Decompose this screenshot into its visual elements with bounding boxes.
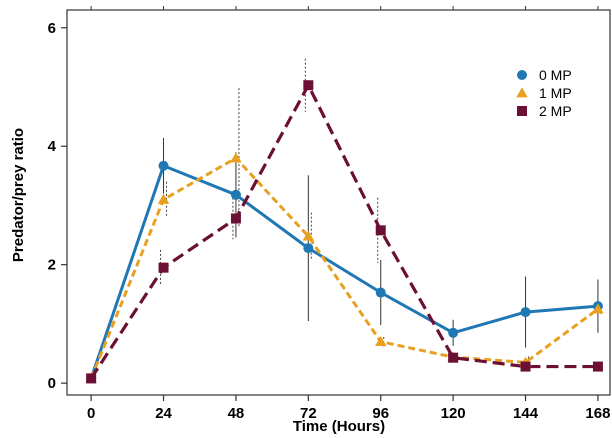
series-line [89,164,599,379]
y-axis-title: Predator/prey ratio [10,128,27,262]
data-point [303,243,314,254]
data-point [592,303,604,314]
data-point [230,189,241,200]
data-point [230,152,242,163]
y-tick-label: 2 [48,257,56,274]
data-point [375,225,386,236]
y-tick-label: 6 [48,20,56,37]
data-point [375,287,386,298]
data-point [592,361,603,372]
x-tick-label: 72 [300,405,317,422]
legend-marker [517,106,527,116]
series-lines [89,83,599,380]
x-tick-label: 168 [585,405,610,422]
legend-label: 1 MP [539,85,572,101]
x-tick-label: 24 [155,405,172,422]
data-point [158,262,169,273]
x-tick-label: 96 [372,405,389,422]
data-point [157,193,170,204]
x-axis-title: Time (Hours) [293,418,385,435]
data-point [158,160,169,171]
data-point [86,373,97,384]
data-point [303,80,314,91]
data-point [448,327,459,338]
legend-label: 0 MP [539,67,572,83]
x-tick-label: 120 [441,405,466,422]
error-bars [160,58,602,370]
x-tick-label: 144 [513,405,539,422]
data-point [448,352,459,363]
data-point [520,361,531,372]
series-markers [85,80,604,384]
legend-label: 2 MP [539,103,572,119]
series-line [89,156,599,379]
data-point [520,307,531,318]
plot-border [66,9,611,396]
y-tick-label: 4 [48,138,57,155]
data-point [302,230,315,241]
legend-marker [516,87,528,98]
y-tick-label: 0 [48,375,56,392]
x-tick-label: 48 [228,405,245,422]
series-line [89,83,598,380]
legend: 0 MP 1 MP 2 MP [516,67,572,119]
plot-frame [66,9,611,396]
data-point [374,335,387,347]
legend-marker [517,70,527,80]
data-point [230,213,241,224]
x-tick-label: 0 [87,405,95,422]
